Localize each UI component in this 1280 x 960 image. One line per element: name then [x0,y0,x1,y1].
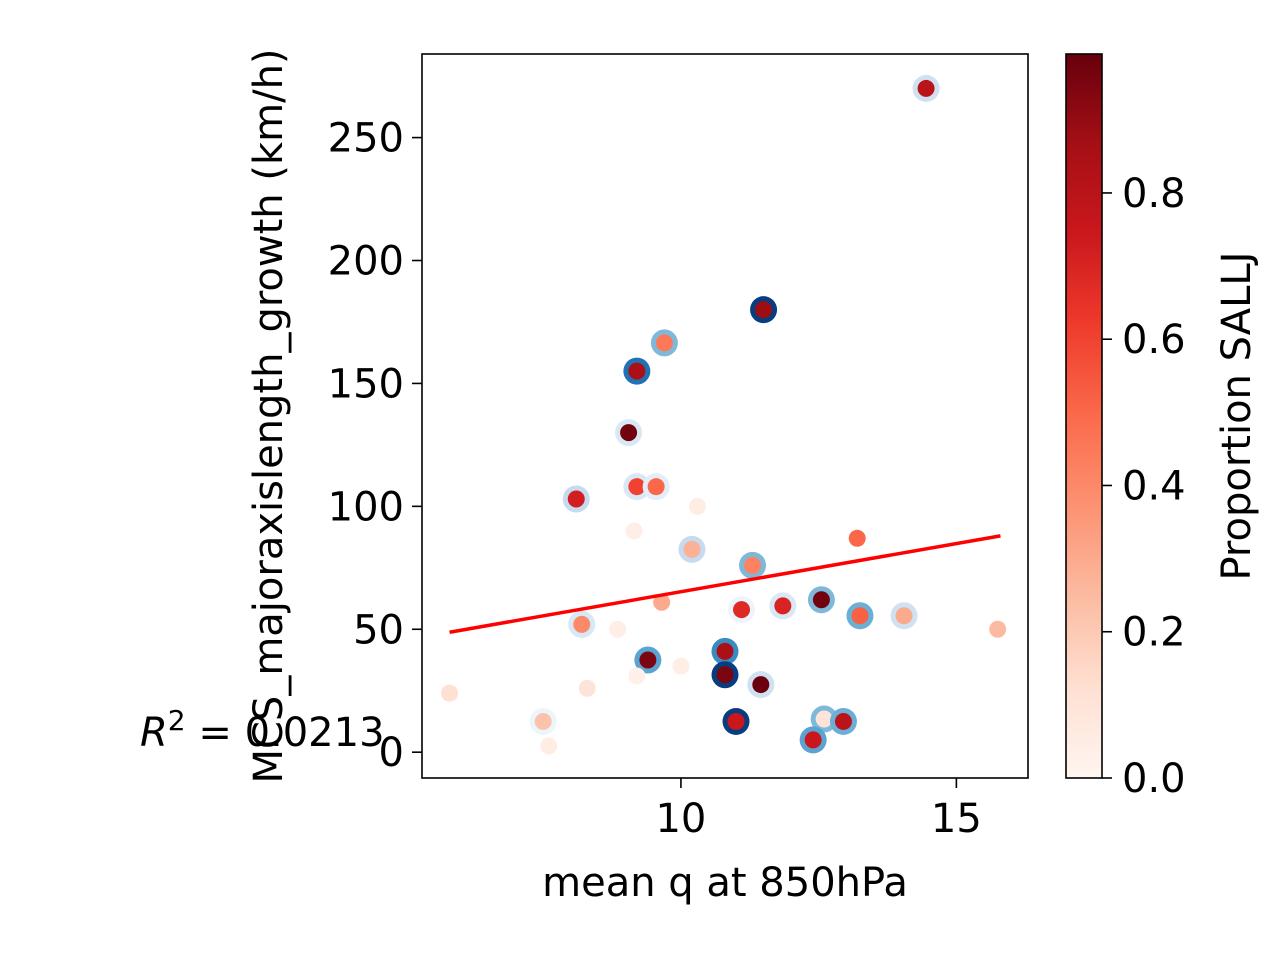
scatter-point [628,667,646,685]
colorbar: 0.0 0.2 0.4 0.6 0.8 Proportion SALLJ [1065,53,1260,802]
y-tick-label: 200 [328,239,404,285]
scatter-point [716,666,734,684]
scatter-point [834,712,852,730]
colorbar-tick-label: 0.4 [1122,463,1186,509]
scatter-point [573,615,591,633]
scatter-point [620,424,638,442]
scatter-point [628,362,646,380]
y-tick-label: 50 [353,607,404,653]
colorbar-ticks: 0.0 0.2 0.4 0.6 0.8 [1102,171,1186,802]
scatter-point [815,710,833,728]
scatter-point [672,657,690,675]
r-squared-symbol: R [140,710,168,756]
y-tick-label: 150 [328,361,404,407]
x-axis-label: mean q at 850hPa [542,860,908,906]
colorbar-tick-label: 0.8 [1122,171,1186,217]
scatter-point [744,556,762,574]
scatter-point [647,478,665,496]
points-layer [441,74,1007,755]
r-squared-exponent: 2 [168,704,186,737]
scatter-point [540,737,558,755]
scatter-point [917,79,935,97]
r-squared-annotation: R2 = 0.0213 [140,704,385,756]
plot-area [421,53,1029,779]
colorbar-frame [1065,53,1103,779]
colorbar-tick-label: 0.0 [1122,756,1186,802]
plot-frame [421,53,1029,779]
scatter-point [812,591,830,609]
scatter-point [688,497,706,515]
r-squared-value: = 0.0213 [186,710,385,756]
scatter-point [683,540,701,558]
y-axis-ticks: 0 50 100 150 200 250 [328,116,422,776]
scatter-point [733,601,751,619]
y-tick-label: 250 [328,116,404,162]
scatter-point [752,676,770,694]
x-tick-label: 10 [655,796,706,842]
scatter-point [628,478,646,496]
colorbar-tick-label: 0.6 [1122,317,1186,363]
scatter-point [989,620,1007,638]
colorbar-label: Proportion SALLJ [1214,252,1260,581]
scatter-point [639,651,657,669]
scatter-point [609,620,627,638]
y-tick-label: 0 [379,730,404,776]
scatter-point [655,334,673,352]
y-tick-label: 100 [328,484,404,530]
scatter-point [895,607,913,625]
scatter-point [578,679,596,697]
x-tick-label: 15 [931,796,982,842]
regression-line [449,534,1001,634]
scatter-point [755,301,773,319]
x-axis-ticks: 10 15 [655,778,982,842]
scatter-point [534,712,552,730]
colorbar-tick-label: 0.2 [1122,610,1186,656]
colorbar-gradient [1066,54,1102,778]
scatter-point [851,607,869,625]
scatter-point [727,712,745,730]
scatter-point [716,642,734,660]
scatter-point [804,731,822,749]
scatter-point [625,522,643,540]
scatter-point [567,490,585,508]
scatter-point [653,593,671,611]
scatter-point [774,597,792,615]
scatter-point [848,529,866,547]
scatter-point [441,684,459,702]
y-axis-label: MCS_majoraxislength_growth (km/h) [246,48,292,783]
